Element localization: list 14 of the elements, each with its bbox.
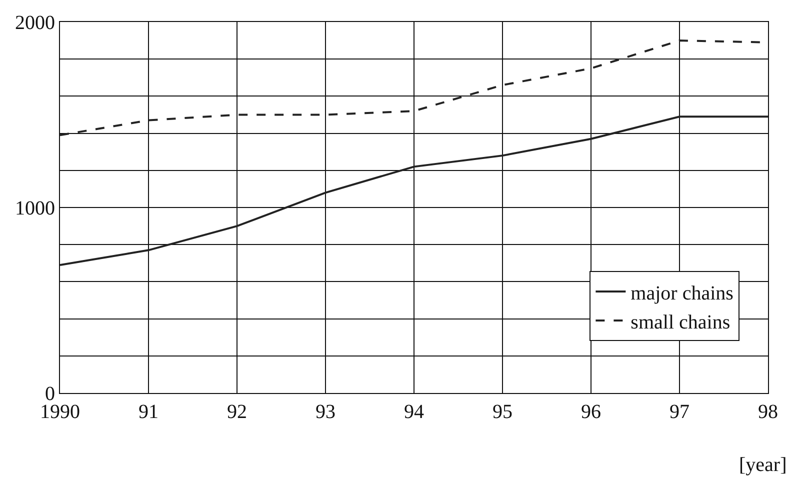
x-tick-label: 97 bbox=[670, 401, 690, 423]
x-tick-label: 94 bbox=[404, 401, 424, 423]
legend-label: small chains bbox=[630, 311, 730, 334]
x-tick-label: 92 bbox=[227, 401, 247, 423]
x-tick-label: 93 bbox=[316, 401, 336, 423]
y-tick-label: 2000 bbox=[15, 12, 55, 34]
x-axis-title: [year] bbox=[739, 454, 787, 476]
y-tick-label: 1000 bbox=[15, 198, 55, 220]
legend-label: major chains bbox=[630, 282, 734, 304]
x-tick-label: 91 bbox=[138, 401, 158, 423]
x-tick-label: 96 bbox=[581, 401, 601, 423]
x-tick-label: 98 bbox=[758, 401, 778, 423]
x-tick-label: 95 bbox=[492, 401, 512, 423]
line-series bbox=[60, 116, 768, 266]
